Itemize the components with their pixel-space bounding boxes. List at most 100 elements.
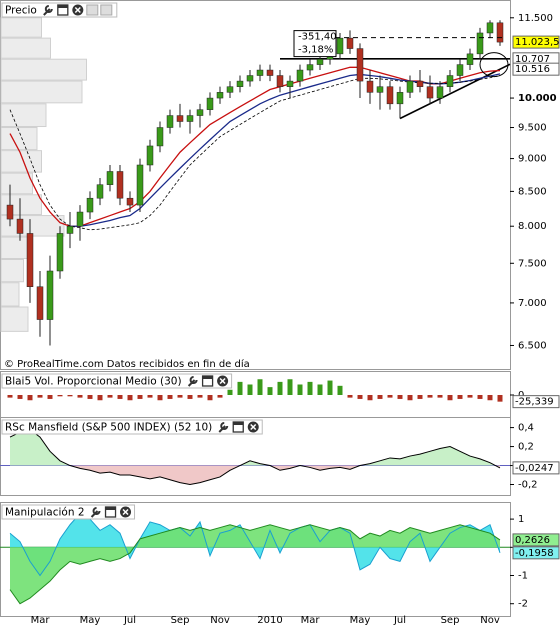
last-value-text: 10.516 xyxy=(515,64,550,75)
last-value-text: -0,1958 xyxy=(515,548,554,559)
nav-icon[interactable] xyxy=(86,4,99,16)
candle-body xyxy=(126,197,134,206)
bar xyxy=(117,395,123,399)
panel-frame xyxy=(0,417,511,496)
nav-icon[interactable] xyxy=(100,4,113,16)
y-tick-label: 8.000 xyxy=(518,221,547,232)
bar xyxy=(367,395,373,401)
bar xyxy=(217,395,223,398)
last-value-text: 0,2626 xyxy=(515,535,550,546)
panel-title: Manipulación 2 xyxy=(1,504,136,520)
candle-body xyxy=(376,86,384,93)
bar xyxy=(327,380,333,395)
bar xyxy=(67,395,73,397)
candle-body xyxy=(36,286,44,320)
close-x xyxy=(219,377,226,385)
y-tick-label: -0,2 xyxy=(518,480,538,491)
volume-profile-bar xyxy=(0,150,42,173)
moving-average xyxy=(70,73,501,227)
candle-body xyxy=(176,115,184,122)
candle-body xyxy=(216,92,224,99)
icon-wrench[interactable] xyxy=(43,5,53,16)
candle-body xyxy=(366,80,374,93)
candle-body xyxy=(466,53,474,65)
wrench-icon xyxy=(218,422,229,433)
candle-body xyxy=(236,80,244,87)
y-tick-label: 0,2 xyxy=(518,442,534,453)
candle-body xyxy=(16,218,24,234)
volume-profile-bar xyxy=(0,282,20,307)
window-bar xyxy=(202,376,213,379)
last-value-label: 10.516 xyxy=(512,62,560,76)
x-tick-label: Nov xyxy=(210,615,230,626)
x-tick-label: Nov xyxy=(480,615,500,626)
y-tick-label: 0,4 xyxy=(518,423,534,434)
x-tick-label: Mar xyxy=(31,615,51,626)
candle-body xyxy=(66,225,74,234)
icon-window[interactable] xyxy=(104,506,117,518)
bar xyxy=(77,395,83,398)
panel-frame xyxy=(0,0,511,370)
x-tick-label: Jul xyxy=(123,615,136,626)
x-tick-label: May xyxy=(350,615,371,626)
bar xyxy=(177,395,183,398)
y-tick-label: 8.500 xyxy=(518,186,547,197)
close-x xyxy=(250,423,257,431)
bar xyxy=(97,395,103,401)
icon-close[interactable] xyxy=(120,506,132,518)
title-text: Blai5 Vol. Proporcional Medio (30) xyxy=(5,376,182,388)
icon-close[interactable] xyxy=(247,421,259,433)
y-tick-label: 9.000 xyxy=(518,154,547,165)
last-value-box xyxy=(512,35,560,49)
icon-wrench[interactable] xyxy=(218,422,229,433)
bar xyxy=(257,379,263,395)
bar xyxy=(407,395,413,401)
wrench-icon xyxy=(187,376,198,387)
area-positive xyxy=(10,429,500,466)
annotation-text: -351,40 xyxy=(298,32,337,43)
bar xyxy=(477,395,483,399)
icon-window[interactable] xyxy=(57,4,69,16)
candle-body xyxy=(256,69,264,76)
icon-window[interactable] xyxy=(201,375,214,387)
moving-average xyxy=(9,75,501,231)
last-value-box xyxy=(512,533,560,547)
candle-body xyxy=(406,80,414,93)
title-box xyxy=(1,373,233,389)
candle-body xyxy=(266,69,274,76)
y-tick-label: 1 xyxy=(518,514,524,525)
bar xyxy=(347,395,353,398)
bar xyxy=(47,395,53,399)
icon-wrench[interactable] xyxy=(187,376,198,387)
window-bar xyxy=(233,422,244,425)
x-tick-label: Mar xyxy=(301,615,321,626)
annotation-box xyxy=(293,30,337,58)
candle-body xyxy=(166,115,174,128)
candle-body xyxy=(316,58,324,65)
candle-body xyxy=(56,233,64,272)
candle-body xyxy=(206,97,214,110)
candle-body xyxy=(496,22,504,43)
icon-close[interactable] xyxy=(217,375,229,387)
candle-body xyxy=(456,64,464,76)
icon-window[interactable] xyxy=(232,421,244,433)
icon-close[interactable] xyxy=(72,4,84,16)
wrench-icon xyxy=(90,507,101,518)
candle-body xyxy=(396,92,404,105)
candle-body xyxy=(296,69,304,82)
window-bar xyxy=(105,507,116,510)
candle-body xyxy=(76,211,84,227)
x-tick-label: Sep xyxy=(171,615,190,626)
bar xyxy=(417,395,423,399)
title-text: RSc Mansfield (S&P 500 INDEX) (52 10) xyxy=(5,422,212,434)
bar xyxy=(187,395,193,399)
icon-wrench[interactable] xyxy=(90,507,101,518)
candle-body xyxy=(356,48,364,82)
candle-body xyxy=(486,22,494,34)
last-value-box xyxy=(512,395,560,409)
candle-body xyxy=(26,233,34,287)
last-value-text: 11.023,5 xyxy=(515,37,560,48)
bar xyxy=(387,395,393,398)
window-bar xyxy=(57,5,68,8)
bar xyxy=(227,389,233,395)
